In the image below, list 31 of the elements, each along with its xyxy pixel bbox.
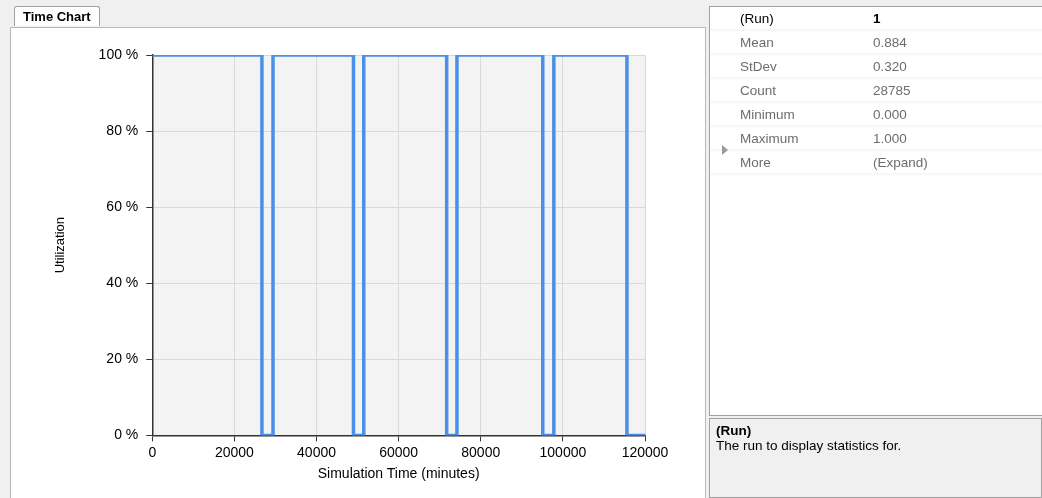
x-tick-label: 40000 [297,443,337,460]
text: Minimum [710,102,869,126]
text: Maximum [710,126,869,150]
text: More [710,150,869,174]
text: Count [710,78,869,102]
x-tick-label: 120000 [621,443,669,460]
text: (Expand) [869,150,1042,174]
x-tick-label: 80000 [461,443,501,460]
x-tick-label: 100000 [539,443,587,460]
text: (Run) [710,7,869,30]
text: 0.320 [869,54,1042,78]
text: The run to display statistics for. [716,438,902,453]
text: 1 [869,7,1042,30]
y-tick-label: 40 % [106,274,139,291]
y-axis-title: Utilization [52,217,68,274]
y-tick-label: 100 % [98,45,139,62]
text: StDev [710,54,869,78]
text: Mean [710,30,869,54]
y-tick-label: 0 % [114,426,139,443]
x-tick-label: 20000 [214,443,255,460]
x-tick-label: 0 [148,443,157,460]
text: 0.884 [869,30,1042,54]
text: 0.000 [869,102,1042,126]
text: (Run) [716,423,753,438]
y-tick-label: 80 % [106,121,139,138]
x-tick-label: 60000 [379,443,419,460]
y-tick-label: 20 % [106,350,139,367]
text: 1.000 [869,126,1042,150]
y-tick-label: 60 % [106,198,139,215]
text: 28785 [869,78,1042,102]
x-axis-title: Simulation Time (minutes) [317,465,480,482]
